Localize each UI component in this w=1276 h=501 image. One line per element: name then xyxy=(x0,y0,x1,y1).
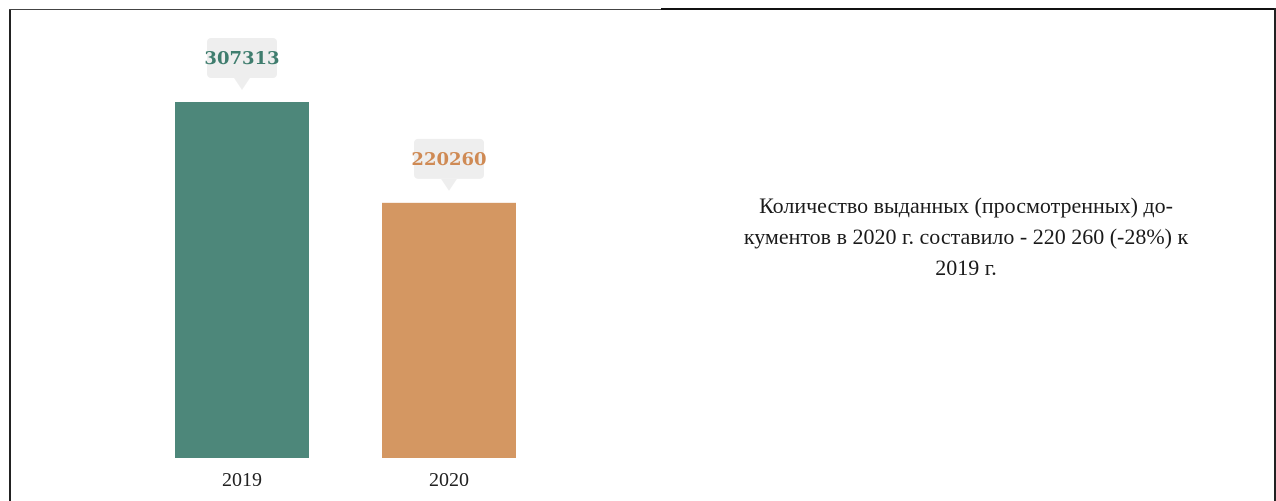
value-bubble-pointer-2019 xyxy=(234,78,250,90)
frame-left-border xyxy=(9,9,11,501)
x-tick-label-2020: 2020 xyxy=(429,469,469,491)
value-label-2020: 220260 xyxy=(411,149,486,170)
bar-2019 xyxy=(175,102,309,458)
caption-line-2: кументов в 2020 г. составило - 220 260 (… xyxy=(743,224,1189,249)
value-bubble-2020 xyxy=(414,138,484,179)
value-bubble-2019 xyxy=(207,38,277,78)
frame-right-border xyxy=(1274,8,1276,501)
summary-caption: Количество выданных (просмотренных) до- … xyxy=(648,190,1276,283)
value-bubble-pointer-2020 xyxy=(441,178,457,191)
value-label-2019: 307313 xyxy=(204,48,279,69)
caption-line-3: 2019 г. xyxy=(935,255,997,280)
x-tick-label-2019: 2019 xyxy=(222,469,262,491)
bar-2020 xyxy=(382,202,516,458)
bar-chart: 307313 2019 220260 2020 xyxy=(175,38,516,491)
frame-top-border-left xyxy=(9,9,661,10)
frame-top-border-right xyxy=(661,8,1276,10)
caption-line-1: Количество выданных (просмотренных) до- xyxy=(759,193,1173,218)
